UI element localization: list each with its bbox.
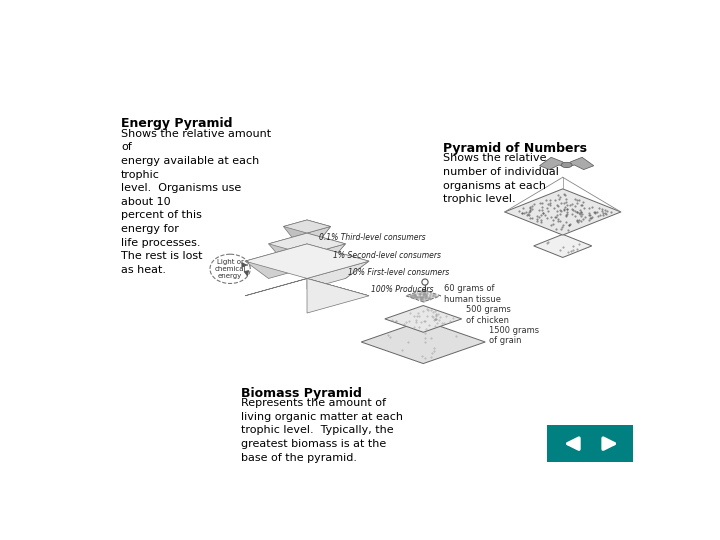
- Polygon shape: [307, 233, 346, 261]
- Polygon shape: [505, 189, 621, 235]
- Text: Biomass Pyramid: Biomass Pyramid: [241, 387, 362, 400]
- Polygon shape: [406, 290, 441, 302]
- Text: Represents the amount of
living organic matter at each
trophic level.  Typically: Represents the amount of living organic …: [241, 398, 403, 463]
- Polygon shape: [307, 261, 369, 289]
- Polygon shape: [307, 220, 330, 244]
- Polygon shape: [534, 234, 592, 258]
- Text: Shows the relative amount
of
energy available at each
trophic
level.  Organisms : Shows the relative amount of energy avai…: [121, 129, 271, 275]
- Text: 10% First-level consumers: 10% First-level consumers: [348, 268, 449, 277]
- Text: 100% Producers: 100% Producers: [372, 285, 434, 294]
- Polygon shape: [245, 279, 307, 296]
- Ellipse shape: [561, 163, 572, 168]
- Text: Energy Pyramid: Energy Pyramid: [121, 117, 233, 130]
- Polygon shape: [245, 244, 307, 279]
- Polygon shape: [361, 320, 485, 363]
- Bar: [547, 425, 632, 462]
- Text: 60 grams of
human tissue: 60 grams of human tissue: [444, 284, 502, 303]
- Polygon shape: [307, 279, 369, 313]
- Polygon shape: [269, 233, 307, 261]
- Polygon shape: [284, 220, 330, 233]
- Polygon shape: [307, 226, 330, 247]
- Text: Pyramid of Numbers: Pyramid of Numbers: [443, 142, 587, 155]
- Polygon shape: [284, 220, 307, 244]
- Polygon shape: [307, 244, 369, 279]
- Text: 500 grams
of chicken: 500 grams of chicken: [466, 305, 510, 325]
- Polygon shape: [269, 233, 346, 254]
- Text: 1% Second-level consumers: 1% Second-level consumers: [333, 251, 441, 260]
- Polygon shape: [245, 244, 369, 279]
- Text: 0.1% Third-level consumers: 0.1% Third-level consumers: [319, 233, 426, 242]
- Text: Shows the relative
number of individual
organisms at each
trophic level.: Shows the relative number of individual …: [443, 153, 559, 204]
- Polygon shape: [539, 157, 567, 170]
- Polygon shape: [307, 244, 346, 268]
- Text: Light or
chemical
energy: Light or chemical energy: [215, 259, 246, 279]
- Polygon shape: [384, 306, 462, 332]
- Polygon shape: [307, 279, 369, 296]
- Polygon shape: [567, 157, 594, 170]
- Text: 1500 grams
of grain: 1500 grams of grain: [489, 326, 539, 345]
